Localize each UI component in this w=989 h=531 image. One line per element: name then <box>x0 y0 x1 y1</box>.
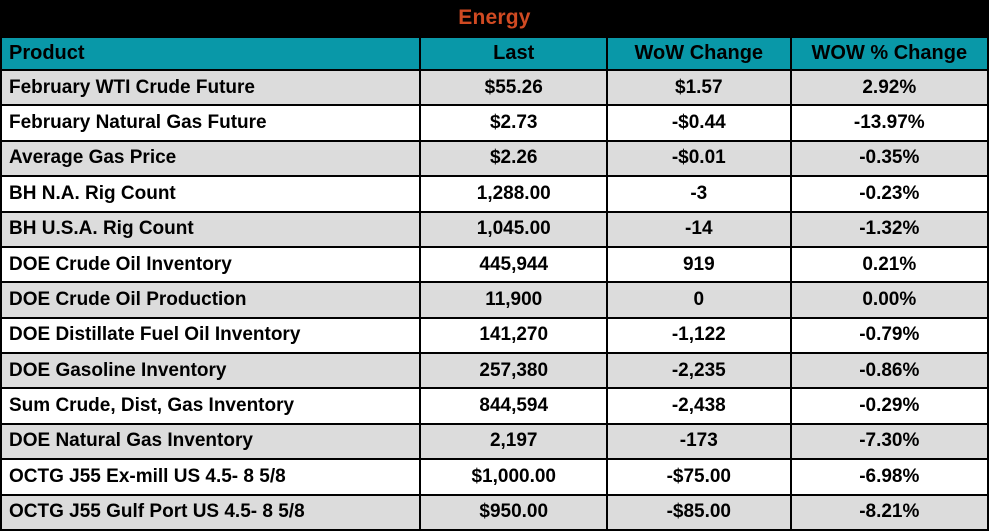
wow-pct-change-cell: -0.23% <box>789 175 989 213</box>
wow-change-cell: -2,438 <box>606 387 792 425</box>
last-cell: 1,045.00 <box>419 210 608 248</box>
wow-pct-change-cell: -6.98% <box>789 458 989 496</box>
product-cell: DOE Crude Oil Inventory <box>0 245 422 284</box>
wow-pct-change-cell: -0.35% <box>789 139 989 178</box>
table-row: February WTI Crude Future $55.26 $1.57 2.92… <box>0 68 989 107</box>
wow-change-cell: -14 <box>606 210 792 248</box>
wow-change-cell: 919 <box>606 245 792 284</box>
last-cell: $950.00 <box>419 493 608 531</box>
table-row: DOE Distillate Fuel Oil Inventory 141,270… <box>0 316 989 355</box>
table-row: Average Gas Price $2.26 -$0.01 -0.35% <box>0 139 989 178</box>
product-cell: DOE Distillate Fuel Oil Inventory <box>0 316 422 355</box>
wow-pct-change-cell: 0.21% <box>789 245 989 284</box>
wow-change-cell: -173 <box>606 422 792 461</box>
wow-pct-change-cell: -1.32% <box>789 210 989 248</box>
wow-change-cell: -1,122 <box>606 316 792 355</box>
wow-change-cell: -$0.44 <box>606 104 792 142</box>
column-header-product: Product <box>0 36 422 71</box>
wow-change-cell: -3 <box>606 175 792 213</box>
wow-change-cell: 0 <box>606 281 792 319</box>
product-cell: February WTI Crude Future <box>0 68 422 107</box>
last-cell: $1,000.00 <box>419 458 608 496</box>
product-cell: February Natural Gas Future <box>0 104 422 142</box>
last-cell: 1,288.00 <box>419 175 608 213</box>
product-cell: BH U.S.A. Rig Count <box>0 210 422 248</box>
energy-table: Product Last WoW Change WOW % Change Feb… <box>0 36 989 531</box>
product-cell: OCTG J55 Ex-mill US 4.5- 8 5/8 <box>0 458 422 496</box>
wow-pct-change-cell: -8.21% <box>789 493 989 531</box>
table-title: Energy <box>458 6 531 29</box>
table-row: BH N.A. Rig Count 1,288.00 -3 -0.23% <box>0 175 989 213</box>
title-band: Energy <box>0 0 989 36</box>
table-row: OCTG J55 Gulf Port US 4.5- 8 5/8 $950.00-… <box>0 493 989 531</box>
wow-pct-change-cell: -7.30% <box>789 422 989 461</box>
last-cell: 141,270 <box>419 316 608 355</box>
product-cell: Sum Crude, Dist, Gas Inventory <box>0 387 422 425</box>
last-cell: $2.73 <box>419 104 608 142</box>
table-row: February Natural Gas Future $2.73 -$0.44 -1… <box>0 104 989 142</box>
wow-change-cell: -$0.01 <box>606 139 792 178</box>
wow-change-cell: $1.57 <box>606 68 792 107</box>
product-cell: Average Gas Price <box>0 139 422 178</box>
header-row: Product Last WoW Change WOW % Change <box>0 36 989 71</box>
wow-pct-change-cell: -13.97% <box>789 104 989 142</box>
table-row: DOE Crude Oil Production 11,900 0 0.00% <box>0 281 989 319</box>
last-cell: 2,197 <box>419 422 608 461</box>
product-cell: DOE Gasoline Inventory <box>0 351 422 390</box>
last-cell: $55.26 <box>419 68 608 107</box>
last-cell: 11,900 <box>419 281 608 319</box>
wow-pct-change-cell: 2.92% <box>789 68 989 107</box>
table-body: February WTI Crude Future $55.26 $1.57 2.92… <box>0 68 989 531</box>
table-row: DOE Crude Oil Inventory 445,944 919 0.21% <box>0 245 989 284</box>
wow-pct-change-cell: -0.86% <box>789 351 989 390</box>
wow-pct-change-cell: -0.79% <box>789 316 989 355</box>
table-row: DOE Natural Gas Inventory 2,197 -173 -7.30% <box>0 422 989 461</box>
product-cell: DOE Natural Gas Inventory <box>0 422 422 461</box>
wow-pct-change-cell: 0.00% <box>789 281 989 319</box>
column-header-last: Last <box>419 36 608 71</box>
wow-change-cell: -$75.00 <box>606 458 792 496</box>
product-cell: DOE Crude Oil Production <box>0 281 422 319</box>
wow-change-cell: -2,235 <box>606 351 792 390</box>
last-cell: 844,594 <box>419 387 608 425</box>
table-row: Sum Crude, Dist, Gas Inventory 844,594 -2,… <box>0 387 989 425</box>
last-cell: 257,380 <box>419 351 608 390</box>
column-header-wow-pct-change: WOW % Change <box>789 36 989 71</box>
table-row: DOE Gasoline Inventory 257,380 -2,235 -0.86… <box>0 351 989 390</box>
table-row: BH U.S.A. Rig Count 1,045.00 -14 -1.32% <box>0 210 989 248</box>
last-cell: 445,944 <box>419 245 608 284</box>
column-header-wow-change: WoW Change <box>606 36 792 71</box>
product-cell: OCTG J55 Gulf Port US 4.5- 8 5/8 <box>0 493 422 531</box>
last-cell: $2.26 <box>419 139 608 178</box>
table-row: OCTG J55 Ex-mill US 4.5- 8 5/8 $1,000.00-… <box>0 458 989 496</box>
wow-pct-change-cell: -0.29% <box>789 387 989 425</box>
wow-change-cell: -$85.00 <box>606 493 792 531</box>
product-cell: BH N.A. Rig Count <box>0 175 422 213</box>
